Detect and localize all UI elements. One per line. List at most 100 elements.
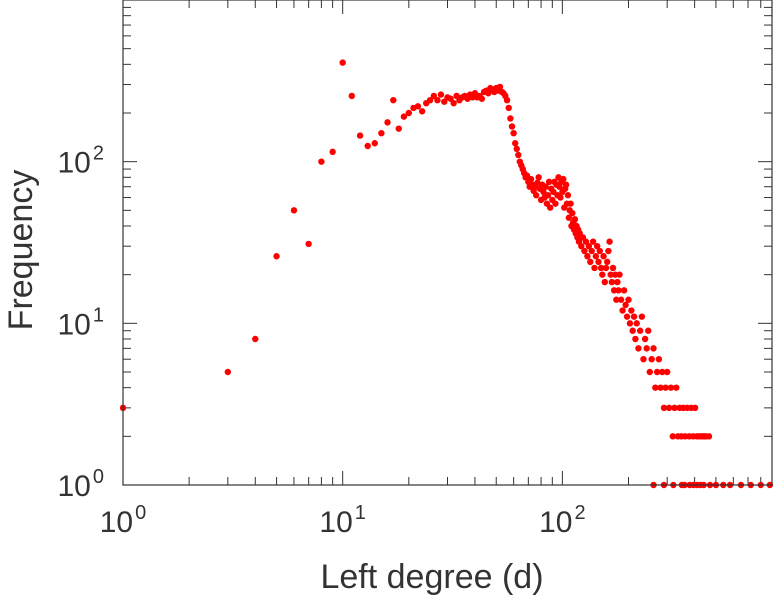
data-point (609, 264, 617, 272)
data-point (567, 200, 574, 207)
data-point (378, 129, 385, 137)
data-point (508, 123, 516, 130)
data-point (671, 404, 678, 412)
data-point (430, 92, 438, 100)
data-point (669, 433, 676, 440)
data-point (557, 194, 564, 201)
data-point (534, 179, 541, 187)
data-point (496, 83, 504, 91)
data-point (646, 368, 653, 376)
x-tick-label: 10 1 (319, 502, 366, 539)
data-point (565, 214, 573, 221)
data-point (510, 129, 517, 137)
data-point (535, 174, 542, 181)
data-point (585, 242, 593, 250)
data-point (584, 253, 591, 260)
data-point (339, 59, 346, 66)
data-point (589, 238, 597, 245)
data-point (552, 200, 559, 207)
data-point (623, 313, 631, 320)
data-point (604, 258, 611, 266)
data-point (655, 355, 663, 363)
data-point (591, 264, 598, 272)
data-point (562, 181, 570, 188)
data-point (437, 91, 445, 98)
data-point (665, 404, 673, 412)
data-point (592, 253, 600, 260)
data-point (635, 345, 642, 352)
x-axis-label: Left degree (d) (320, 558, 543, 596)
data-point (657, 384, 664, 391)
data-point (505, 104, 512, 112)
data-point (542, 183, 549, 190)
data-point (395, 125, 402, 132)
data-point (596, 247, 603, 255)
data-point (364, 142, 371, 150)
data-point (640, 355, 647, 363)
data-point (390, 96, 397, 104)
data-point (405, 109, 413, 117)
data-point (318, 158, 325, 165)
plot-frame (122, 0, 773, 486)
data-point (700, 433, 707, 440)
data-point (599, 271, 606, 278)
data-point (348, 92, 355, 100)
y-axis-label: Frequency (2, 170, 40, 331)
tick-exponent: 0 (93, 466, 104, 488)
data-point (581, 247, 588, 255)
data-point (582, 238, 590, 245)
data-point (507, 115, 514, 122)
data-point (636, 327, 644, 334)
data-point (630, 313, 638, 320)
data-point (622, 301, 629, 309)
data-point (305, 240, 312, 248)
data-point (290, 207, 298, 214)
data-point (513, 145, 520, 153)
data-point (620, 287, 628, 294)
data-points (119, 59, 774, 489)
data-point (478, 95, 486, 102)
data-point (560, 175, 567, 183)
x-tick-label: 10 2 (539, 502, 586, 539)
data-point (545, 178, 553, 186)
x-tick-labels: 10 0 10 1 10 2 (100, 502, 586, 539)
data-point (527, 175, 535, 183)
data-point (619, 307, 626, 314)
data-point (663, 368, 671, 376)
data-point (608, 278, 616, 286)
tick-exponent: 2 (93, 143, 104, 165)
data-point (662, 384, 669, 391)
data-point (414, 103, 422, 110)
data-point (659, 368, 666, 376)
data-point (643, 345, 650, 352)
data-point (673, 384, 680, 391)
data-point (633, 320, 640, 327)
data-point (540, 188, 547, 196)
data-point (691, 404, 699, 412)
data-point (600, 253, 607, 260)
data-point (356, 132, 364, 139)
y-tick-label: 10 2 (58, 143, 105, 180)
data-point (418, 108, 426, 115)
y-tick-label: 10 1 (58, 304, 105, 341)
tick-exponent: 1 (93, 304, 104, 326)
data-point (485, 90, 492, 97)
data-point (593, 242, 601, 250)
data-point (512, 140, 519, 147)
data-point (595, 258, 602, 266)
data-point (555, 174, 562, 181)
data-point (616, 271, 623, 278)
data-point (607, 271, 614, 278)
data-point (705, 433, 713, 440)
tick-base: 10 (100, 506, 133, 539)
tick-exponent: 0 (135, 502, 146, 524)
data-point (606, 238, 613, 245)
data-point (613, 296, 620, 303)
data-point (645, 327, 652, 334)
data-point (564, 192, 572, 199)
data-point (532, 192, 540, 199)
y-tick-label: 10 0 (58, 466, 105, 503)
tick-base: 10 (58, 470, 91, 503)
data-point (629, 327, 636, 334)
